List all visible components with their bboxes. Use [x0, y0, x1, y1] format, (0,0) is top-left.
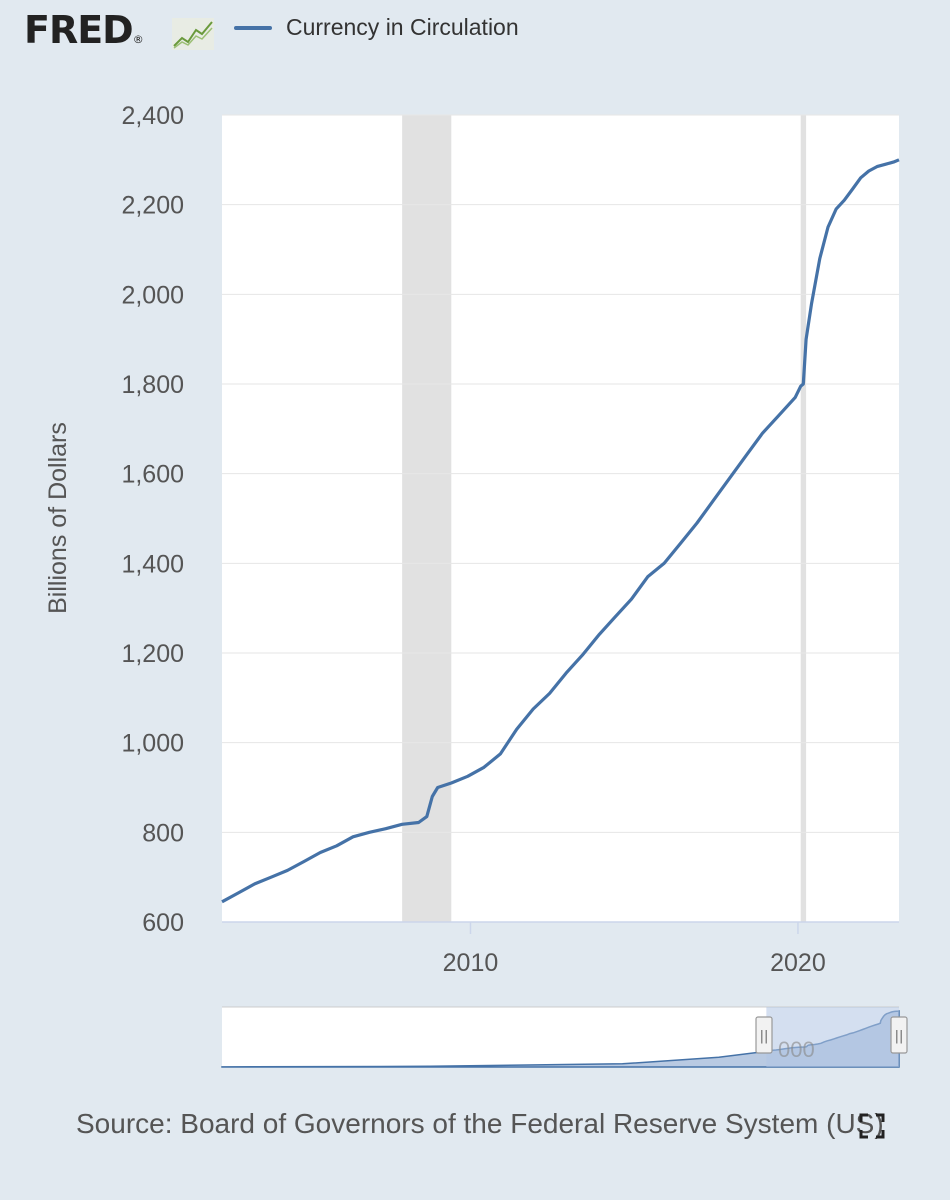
y-axis-label: Billions of Dollars	[44, 422, 72, 614]
y-tick-label: 2,400	[121, 102, 184, 130]
navigator-handle-left[interactable]: ||	[755, 1016, 773, 1054]
recession-bands	[402, 115, 807, 922]
y-tick-label: 1,400	[121, 550, 184, 578]
legend[interactable]: Currency in Circulation	[234, 14, 519, 41]
chart: 600 800 1,000 1,200 1,400 1,600 1,800 2,000 2,20…	[44, 102, 908, 1068]
registered-mark: ®	[132, 33, 144, 46]
y-tick-label: 2,200	[121, 192, 184, 220]
x-tick-label: 2020	[770, 949, 826, 977]
series-line	[221, 158, 900, 904]
line-chart-icon	[172, 18, 214, 50]
fullscreen-icon[interactable]	[858, 1112, 886, 1140]
x-axis: 2010 2020	[222, 921, 899, 977]
recession-band	[800, 115, 807, 922]
handle-left-glyph: ||	[760, 1029, 769, 1044]
navigator-label: 000	[778, 1037, 815, 1062]
y-tick-label: 600	[142, 909, 184, 937]
legend-label: Currency in Circulation	[286, 14, 519, 40]
y-tick-label: 1,800	[121, 371, 184, 399]
x-tick-label: 2010	[443, 949, 499, 977]
recession-band	[402, 115, 452, 922]
plot-area	[222, 115, 899, 922]
grid	[222, 114, 899, 833]
y-tick-label: 1,200	[121, 640, 184, 668]
y-tick-label: 1,000	[121, 730, 184, 758]
navigator[interactable]: 000 || ||	[221, 1006, 908, 1068]
y-axis: 600 800 1,000 1,200 1,400 1,600 1,800 2,000 2,20…	[121, 102, 184, 937]
fred-logo[interactable]: FRED®	[24, 8, 144, 52]
legend-swatch	[234, 25, 272, 30]
y-tick-label: 2,000	[121, 281, 184, 309]
chart-header: FRED® Currency in Circulation	[0, 0, 950, 64]
navigator-selection[interactable]	[766, 1007, 899, 1067]
y-tick-label: 800	[142, 819, 184, 847]
navigator-handle-right[interactable]: ||	[890, 1016, 908, 1054]
y-tick-label: 1,600	[121, 461, 184, 489]
logo-text: FRED	[24, 8, 134, 52]
handle-right-glyph: ||	[895, 1029, 904, 1044]
source-note: Source: Board of Governors of the Federa…	[76, 1108, 884, 1139]
